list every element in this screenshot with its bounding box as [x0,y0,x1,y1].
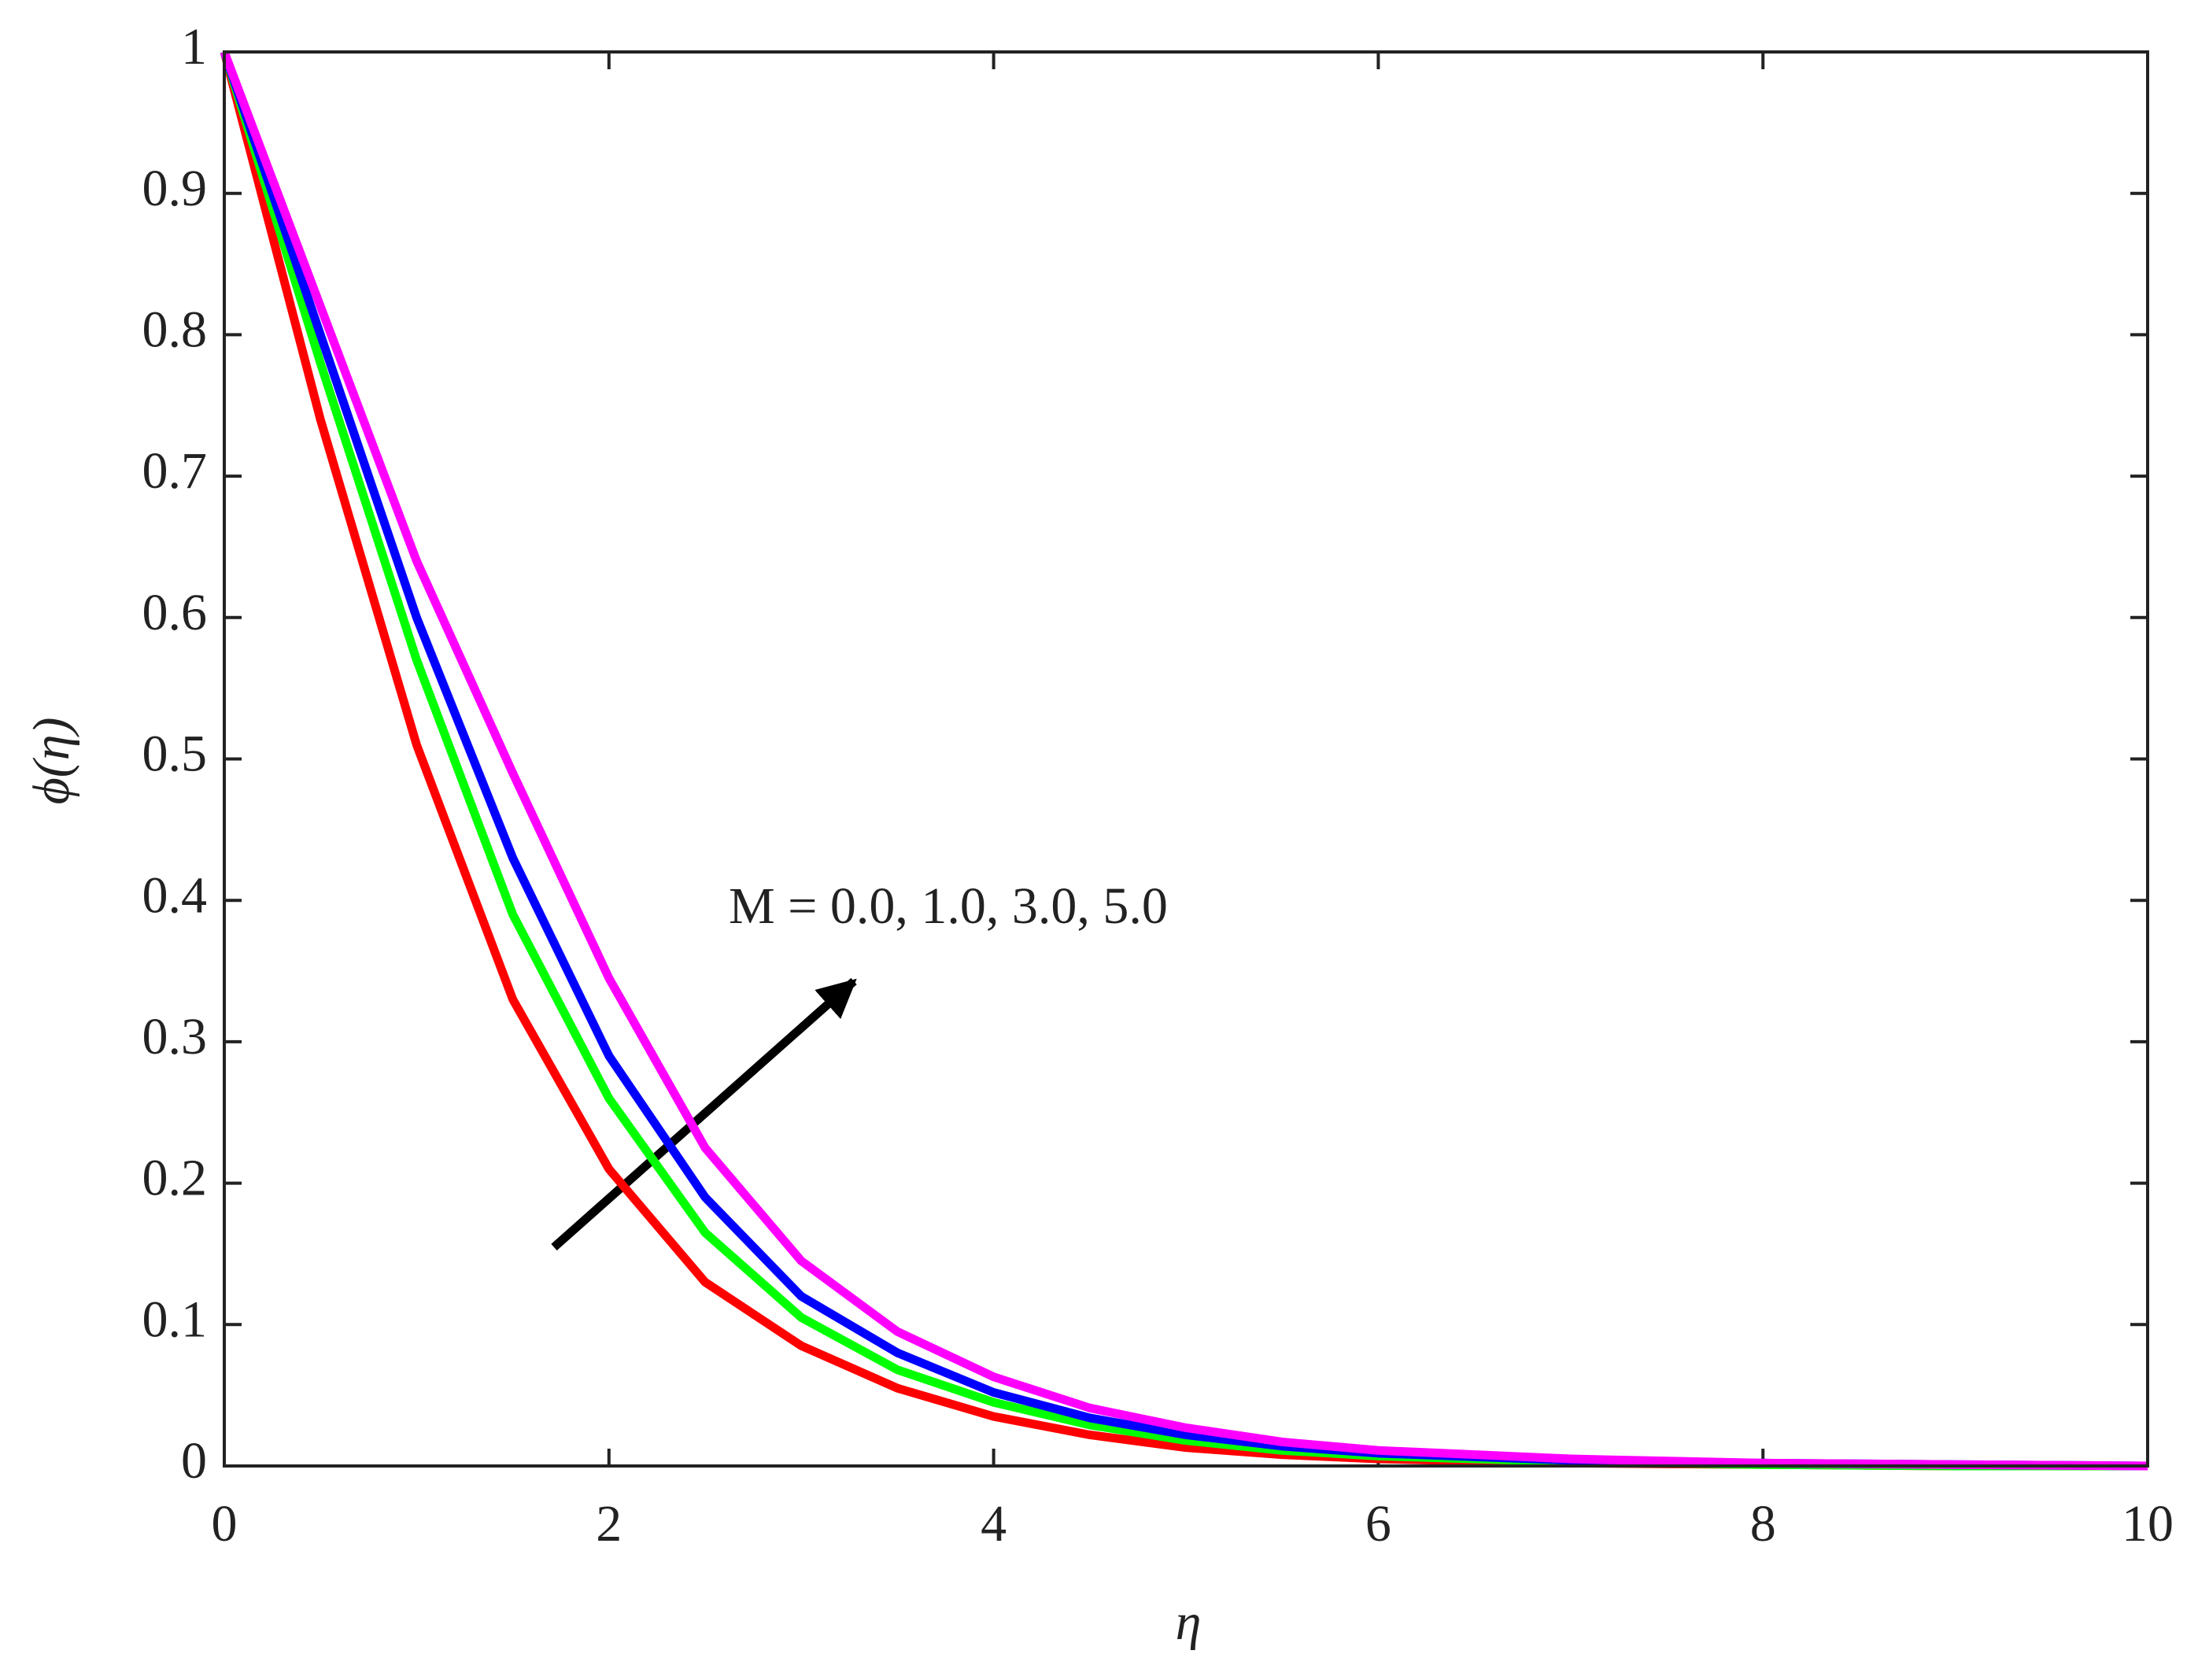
y-tick-label: 0.3 [142,1008,208,1065]
y-tick-label: 0.1 [142,1290,208,1348]
x-tick-label: 2 [596,1495,622,1553]
arrow [551,977,857,1251]
x-tick-label: 8 [1750,1495,1776,1553]
y-tick-label: 0.2 [142,1150,208,1207]
y-tick-label: 0.8 [142,301,208,359]
x-tick-label: 0 [212,1495,238,1553]
y-axis-label: ϕ(η) [23,718,80,805]
y-tick-label: 0.4 [142,866,208,924]
y-tick-label: 0.7 [142,442,208,500]
plot-frame [223,50,2149,1468]
y-tick-label: 0 [181,1432,207,1490]
y-tick-label: 1 [181,18,207,76]
x-axis-label: η [1176,1593,1202,1651]
y-tick-label: 0.9 [142,160,208,217]
line-series [220,50,2148,1471]
y-tick-label: 0.5 [142,726,208,783]
annotation: M = 0.0, 1.0, 3.0, 5.0 [729,877,1168,935]
x-tick-label: 6 [1365,1495,1391,1553]
x-tick-label: 10 [2122,1495,2174,1553]
x-tick-label: 4 [981,1495,1007,1553]
y-tick-label: 0.6 [142,584,208,641]
